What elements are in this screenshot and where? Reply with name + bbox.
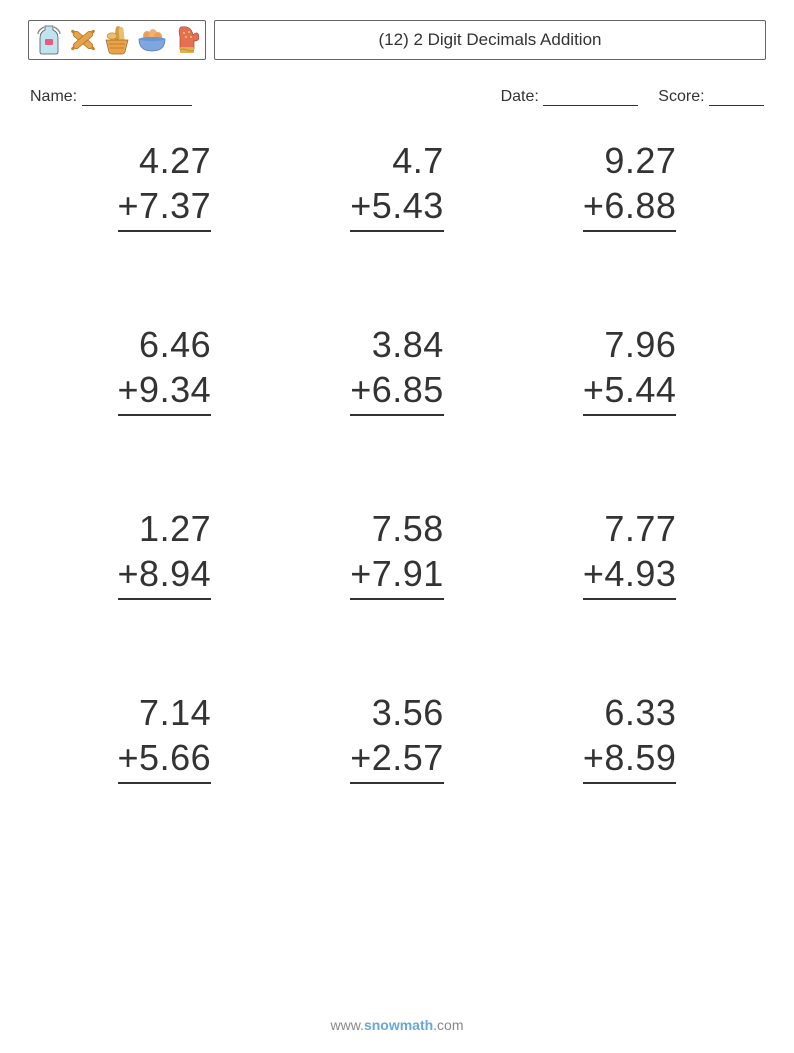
worksheet-page: (12) 2 Digit Decimals Addition Name: Dat… <box>0 0 794 1053</box>
addend-top: 7.96 <box>583 322 677 367</box>
addend-top: 7.77 <box>583 506 677 551</box>
problem: 9.27+6.88 <box>533 138 726 232</box>
problem-stack: 7.58+7.91 <box>350 506 444 600</box>
date-label: Date: <box>501 88 539 105</box>
eggs-bowl-icon <box>137 25 167 55</box>
apron-icon <box>35 25 63 55</box>
problem-stack: 1.27+8.94 <box>118 506 212 600</box>
addend-top: 4.7 <box>350 138 444 183</box>
problem: 4.7+5.43 <box>301 138 494 232</box>
addend-bottom: +8.59 <box>583 735 677 784</box>
addend-top: 6.46 <box>118 322 212 367</box>
footer: www.snowmath.com <box>0 1017 794 1033</box>
header-row: (12) 2 Digit Decimals Addition <box>28 20 766 60</box>
name-blank[interactable] <box>82 88 192 106</box>
problem: 6.46+9.34 <box>68 322 261 416</box>
problem-stack: 4.27+7.37 <box>118 138 212 232</box>
addend-bottom: +5.66 <box>118 735 212 784</box>
problem: 3.84+6.85 <box>301 322 494 416</box>
problem: 7.58+7.91 <box>301 506 494 600</box>
addend-top: 7.14 <box>118 690 212 735</box>
problem: 1.27+8.94 <box>68 506 261 600</box>
title-text: (12) 2 Digit Decimals Addition <box>379 30 602 50</box>
addend-bottom: +7.37 <box>118 183 212 232</box>
problem-stack: 6.46+9.34 <box>118 322 212 416</box>
addend-top: 4.27 <box>118 138 212 183</box>
addend-top: 6.33 <box>583 690 677 735</box>
problem: 4.27+7.37 <box>68 138 261 232</box>
problem-stack: 3.56+2.57 <box>350 690 444 784</box>
addend-top: 7.58 <box>350 506 444 551</box>
problems-grid: 4.27+7.37 4.7+5.43 9.27+6.88 6.46+9.34 3… <box>28 138 766 784</box>
score-label: Score: <box>658 88 704 105</box>
bread-basket-icon <box>103 25 131 55</box>
icon-box <box>28 20 206 60</box>
problem: 7.14+5.66 <box>68 690 261 784</box>
addend-bottom: +6.85 <box>350 367 444 416</box>
problem: 7.77+4.93 <box>533 506 726 600</box>
addend-bottom: +7.91 <box>350 551 444 600</box>
addend-top: 9.27 <box>583 138 677 183</box>
score-field: Score: <box>658 88 764 106</box>
addend-bottom: +5.43 <box>350 183 444 232</box>
worksheet-title: (12) 2 Digit Decimals Addition <box>214 20 766 60</box>
addend-bottom: +9.34 <box>118 367 212 416</box>
addend-bottom: +6.88 <box>583 183 677 232</box>
problem-stack: 7.96+5.44 <box>583 322 677 416</box>
date-blank[interactable] <box>543 88 638 106</box>
rolling-pins-icon <box>69 25 97 55</box>
addend-top: 3.56 <box>350 690 444 735</box>
name-field: Name: <box>30 88 501 106</box>
addend-top: 1.27 <box>118 506 212 551</box>
problem-stack: 9.27+6.88 <box>583 138 677 232</box>
problem-stack: 7.77+4.93 <box>583 506 677 600</box>
addend-bottom: +2.57 <box>350 735 444 784</box>
date-field: Date: <box>501 88 639 106</box>
problem-stack: 6.33+8.59 <box>583 690 677 784</box>
footer-suffix: .com <box>433 1017 463 1033</box>
problem-stack: 7.14+5.66 <box>118 690 212 784</box>
oven-mitt-icon <box>173 25 199 55</box>
footer-prefix: www. <box>330 1017 363 1033</box>
name-label: Name: <box>30 88 77 105</box>
problem-stack: 4.7+5.43 <box>350 138 444 232</box>
addend-bottom: +8.94 <box>118 551 212 600</box>
problem: 6.33+8.59 <box>533 690 726 784</box>
problem: 7.96+5.44 <box>533 322 726 416</box>
meta-row: Name: Date: Score: <box>28 88 766 106</box>
footer-brand: snowmath <box>364 1017 433 1033</box>
score-blank[interactable] <box>709 88 764 106</box>
addend-bottom: +5.44 <box>583 367 677 416</box>
addend-top: 3.84 <box>350 322 444 367</box>
problem-stack: 3.84+6.85 <box>350 322 444 416</box>
problem: 3.56+2.57 <box>301 690 494 784</box>
addend-bottom: +4.93 <box>583 551 677 600</box>
